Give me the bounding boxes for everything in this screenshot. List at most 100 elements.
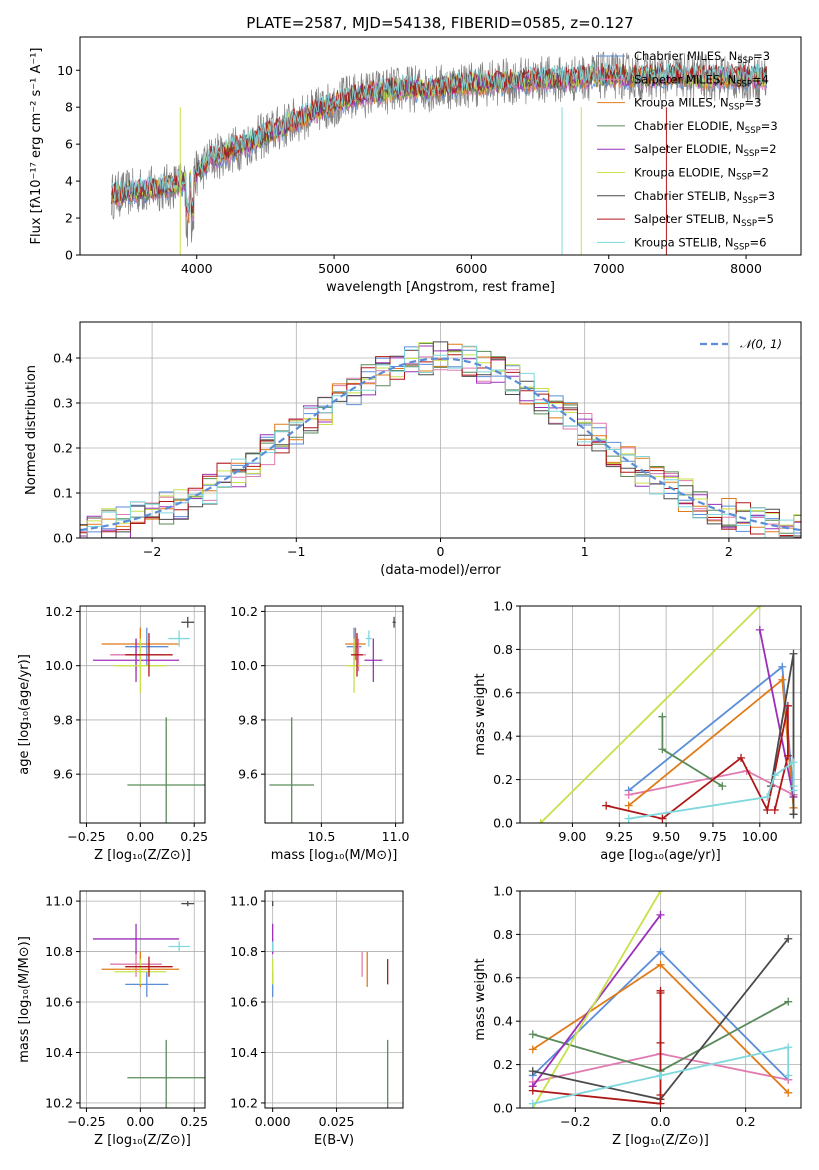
figure: PLATE=2587, MJD=54138, FIBERID=0585, z=0…	[0, 0, 819, 1170]
y-tick-label: 10.8	[230, 944, 258, 959]
legend-subscript: SSP	[736, 173, 752, 183]
y-tick-label: 6	[65, 137, 73, 152]
legend-tail: =3	[758, 189, 775, 203]
y-tick-label: 0.4	[53, 351, 73, 366]
x-tick-label: 8000	[730, 261, 762, 276]
z_vs_mass-frame	[80, 891, 205, 1108]
legend-subscript: SSP	[744, 149, 760, 159]
weight-marker	[784, 1043, 792, 1051]
legend-tail: =4	[752, 72, 769, 86]
y-tick-label: 10.6	[45, 995, 73, 1010]
y-tick-label: 9.8	[53, 712, 73, 727]
x-axis-label: mass [log₁₀(M/M⊙)]	[271, 848, 398, 863]
weight-marker	[529, 1030, 537, 1038]
weight-marker	[529, 1087, 537, 1095]
x-tick-label: 1	[581, 544, 589, 559]
weight-marker	[790, 650, 798, 658]
errorbar-point	[93, 924, 179, 954]
weight-marker	[625, 815, 633, 823]
legend-label: Chabrier MILES, N	[634, 49, 737, 63]
x-tick-label: 5000	[318, 261, 350, 276]
axes-residuals: −2 −1 0 1 20.00.10.20.30.4(data-model)/error…	[24, 322, 801, 578]
y-tick-label: 4	[65, 174, 73, 189]
age_weights-plot-area	[537, 602, 798, 827]
errorbar-point	[93, 639, 179, 682]
x-axis-label: E(B-V)	[314, 1133, 354, 1148]
legend-entry: Salpeter STELIB, NSSP=5	[634, 212, 774, 229]
y-tick-label: 11.0	[230, 894, 258, 909]
x-tick-label: 0.25	[180, 1114, 208, 1129]
x-tick-label: 9.50	[652, 829, 680, 844]
legend-subscript: SSP	[729, 103, 745, 113]
errorbar-point	[351, 633, 363, 676]
x-tick-label: 11.0	[382, 829, 410, 844]
weight-marker	[658, 713, 666, 721]
legend-label: Kroupa ELODIE, N	[634, 166, 736, 180]
x-tick-label: −0.25	[67, 829, 105, 844]
y-tick-label: 0.1	[53, 486, 73, 501]
y-tick-label: 10.0	[45, 658, 73, 673]
x-tick-label: 10.5	[307, 829, 335, 844]
weight-marker	[763, 806, 771, 814]
x-tick-label: 0.25	[180, 829, 208, 844]
legend-tail: =3	[761, 119, 778, 133]
legend-label: Salpeter ELODIE, N	[634, 142, 744, 156]
y-tick-label: 10.6	[230, 995, 258, 1010]
x-tick-label: 7000	[593, 261, 625, 276]
x-tick-label: 4000	[181, 261, 213, 276]
errorbar-point	[393, 617, 396, 628]
legend-label: Salpeter MILES, N	[634, 72, 736, 86]
y-tick-label: 0.8	[493, 642, 513, 657]
y-tick-label: 0.4	[493, 729, 513, 744]
weight-marker	[602, 802, 610, 810]
x-tick-label: −0.2	[560, 1114, 590, 1129]
weight-marker	[625, 791, 633, 799]
y-tick-label: 9.6	[238, 767, 258, 782]
weight-marker	[784, 998, 792, 1006]
y-tick-label: 0.2	[53, 441, 73, 456]
weight-marker	[658, 745, 666, 753]
errorbar-point	[181, 901, 194, 906]
x-axis-label: wavelength [Angstrom, rest frame]	[326, 280, 555, 295]
y-tick-label: 0.0	[53, 531, 73, 546]
weight-marker	[657, 1039, 665, 1047]
y-tick-label: 1.0	[493, 599, 513, 614]
legend-tail: =2	[752, 166, 769, 180]
legend-entry: Kroupa MILES, NSSP=3	[634, 96, 761, 113]
y-tick-label: 0.2	[493, 1057, 513, 1072]
y-tick-label: 0.0	[493, 816, 513, 831]
age_weights-frame	[520, 606, 801, 823]
x-axis-label: Z [log₁₀(Z/Z⊙)]	[94, 848, 191, 863]
y-tick-label: 0.0	[493, 1101, 513, 1116]
z_vs_mass-plot-area	[93, 901, 205, 1115]
weight-marker	[657, 1100, 665, 1108]
x-axis-label: Z [log₁₀(Z/Z⊙)]	[612, 1133, 709, 1148]
legend-subscript: SSP	[734, 242, 750, 252]
y-axis-label: Normed distribution	[24, 365, 39, 495]
y-tick-label: 0.3	[53, 396, 73, 411]
legend-subscript: SSP	[741, 219, 757, 229]
x-axis-label: age [log₁₀(age/yr)]	[600, 848, 721, 863]
mass_vs_age-frame	[265, 606, 403, 823]
y-tick-label: 9.6	[53, 767, 73, 782]
y-tick-label: 10.2	[230, 1095, 258, 1110]
errorbar-point	[125, 957, 172, 977]
legend-tail: =3	[744, 96, 761, 110]
y-tick-label: 9.8	[238, 712, 258, 727]
legend-entry: Kroupa STELIB, NSSP=6	[634, 235, 766, 252]
x-tick-label: −1	[287, 544, 305, 559]
y-tick-label: 1.0	[493, 884, 513, 899]
legend-label: Kroupa STELIB, N	[634, 235, 734, 249]
y-axis-label: mass [log₁₀(M/M⊙)]	[17, 936, 32, 1063]
y-tick-label: 10.4	[45, 1045, 73, 1060]
legend-entry: Salpeter ELODIE, NSSP=2	[634, 142, 777, 159]
y-tick-label: 10.2	[45, 1095, 73, 1110]
x-tick-label: 0.00	[126, 1114, 154, 1129]
y-tick-label: 10.4	[230, 1045, 258, 1060]
errorbar-point	[125, 972, 168, 997]
weight-marker	[771, 806, 779, 814]
y-tick-label: 11.0	[45, 894, 73, 909]
y-tick-label: 10	[57, 63, 73, 78]
x-tick-label: 6000	[455, 261, 487, 276]
